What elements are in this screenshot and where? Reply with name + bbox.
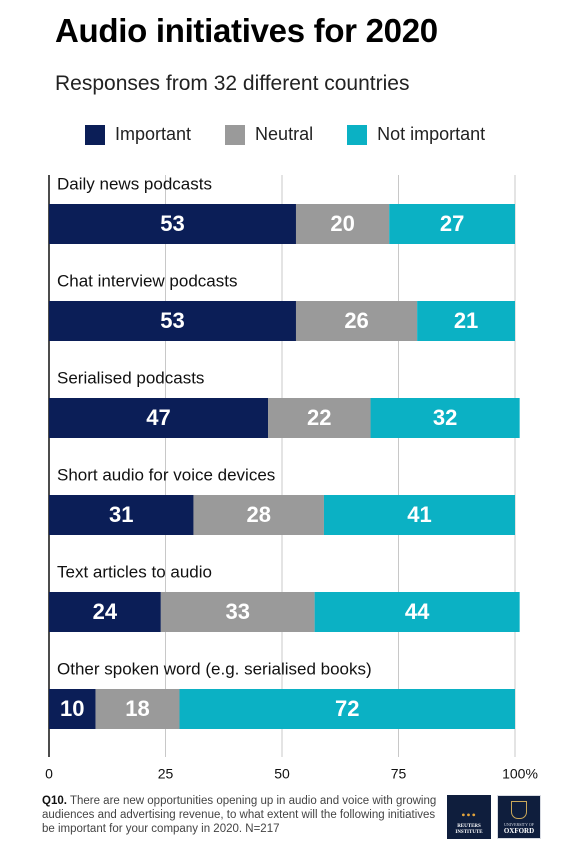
bar-segment: [49, 204, 296, 244]
bar-segment: [49, 495, 194, 535]
category-label: Short audio for voice devices: [57, 465, 275, 484]
footnote: Q10. There are new opportunities opening…: [42, 794, 437, 836]
legend-item-important: Important: [85, 124, 191, 145]
legend: Important Neutral Not important: [85, 124, 519, 145]
data-label: 53: [160, 211, 184, 236]
reuters-logo-line1: REUTERS: [457, 824, 481, 829]
chart-title: Audio initiatives for 2020: [55, 12, 438, 49]
data-label: 47: [146, 405, 170, 430]
bar-segment: [370, 398, 520, 438]
bar-segment: [49, 398, 269, 438]
data-label: 18: [125, 696, 149, 721]
legend-label-important: Important: [115, 124, 192, 144]
reuters-institute-logo: ••• REUTERS INSTITUTE: [447, 795, 491, 839]
data-label: 24: [93, 599, 118, 624]
bar-segment: [95, 689, 180, 729]
x-tick-label: 100%: [502, 766, 538, 782]
bar-segment: [193, 495, 324, 535]
footnote-label: Q10.: [42, 795, 67, 807]
data-label: 33: [225, 599, 249, 624]
category-label: Daily news podcasts: [57, 174, 212, 193]
category-label: Text articles to audio: [57, 562, 212, 581]
data-label: 28: [246, 502, 270, 527]
stacked-bar-chart: Daily news podcasts 53 20 27 Chat interview …: [45, 174, 538, 782]
x-tick-label: 75: [391, 766, 407, 782]
bar-segment: [49, 592, 161, 632]
oxford-logo-line1: UNIVERSITY OF: [504, 822, 534, 827]
oxford-crest-icon: [511, 801, 527, 819]
footnote-text: There are new opportunities opening up i…: [42, 795, 437, 835]
chart-subtitle: Responses from 32 different countries: [55, 72, 410, 95]
reuters-dots-icon: •••: [461, 808, 477, 822]
bar-segment: [179, 689, 516, 729]
legend-swatch-important: [85, 124, 105, 145]
data-label: 22: [307, 405, 331, 430]
bar-segment: [268, 398, 371, 438]
data-label: 26: [344, 308, 368, 333]
data-label: 21: [454, 308, 478, 333]
bar-segment: [49, 689, 96, 729]
bar-segment: [295, 301, 418, 341]
data-label: 72: [335, 696, 359, 721]
data-label: 41: [407, 502, 431, 527]
bar-segment: [49, 301, 296, 341]
x-tick-label: 0: [45, 766, 53, 782]
oxford-logo: UNIVERSITY OF OXFORD: [497, 795, 541, 839]
data-label: 20: [330, 211, 354, 236]
reuters-logo-line2: INSTITUTE: [455, 830, 483, 835]
bar-segment: [314, 592, 520, 632]
bar-segment: [389, 204, 515, 244]
bar-segment: [160, 592, 315, 632]
legend-item-neutral: Neutral: [225, 124, 313, 145]
data-label: 27: [440, 211, 464, 236]
data-label: 53: [160, 308, 184, 333]
category-label: Serialised podcasts: [57, 368, 204, 387]
x-tick-label: 25: [158, 766, 174, 782]
oxford-logo-line2: OXFORD: [503, 827, 535, 835]
bar-segment: [295, 204, 390, 244]
category-label: Chat interview podcasts: [57, 271, 237, 290]
data-label: 44: [405, 599, 430, 624]
data-label: 32: [433, 405, 457, 430]
data-label: 31: [109, 502, 133, 527]
bar-segment: [417, 301, 515, 341]
legend-swatch-not-important: [347, 124, 368, 145]
x-tick-label: 50: [274, 766, 290, 782]
legend-label-not-important: Not important: [377, 124, 486, 144]
legend-label-neutral: Neutral: [255, 124, 314, 144]
legend-item-not-important: Not important: [347, 124, 485, 145]
bar-segment: [323, 495, 515, 535]
data-label: 10: [60, 696, 84, 721]
legend-swatch-neutral: [225, 124, 246, 145]
category-label: Other spoken word (e.g. serialised books…: [57, 659, 372, 678]
